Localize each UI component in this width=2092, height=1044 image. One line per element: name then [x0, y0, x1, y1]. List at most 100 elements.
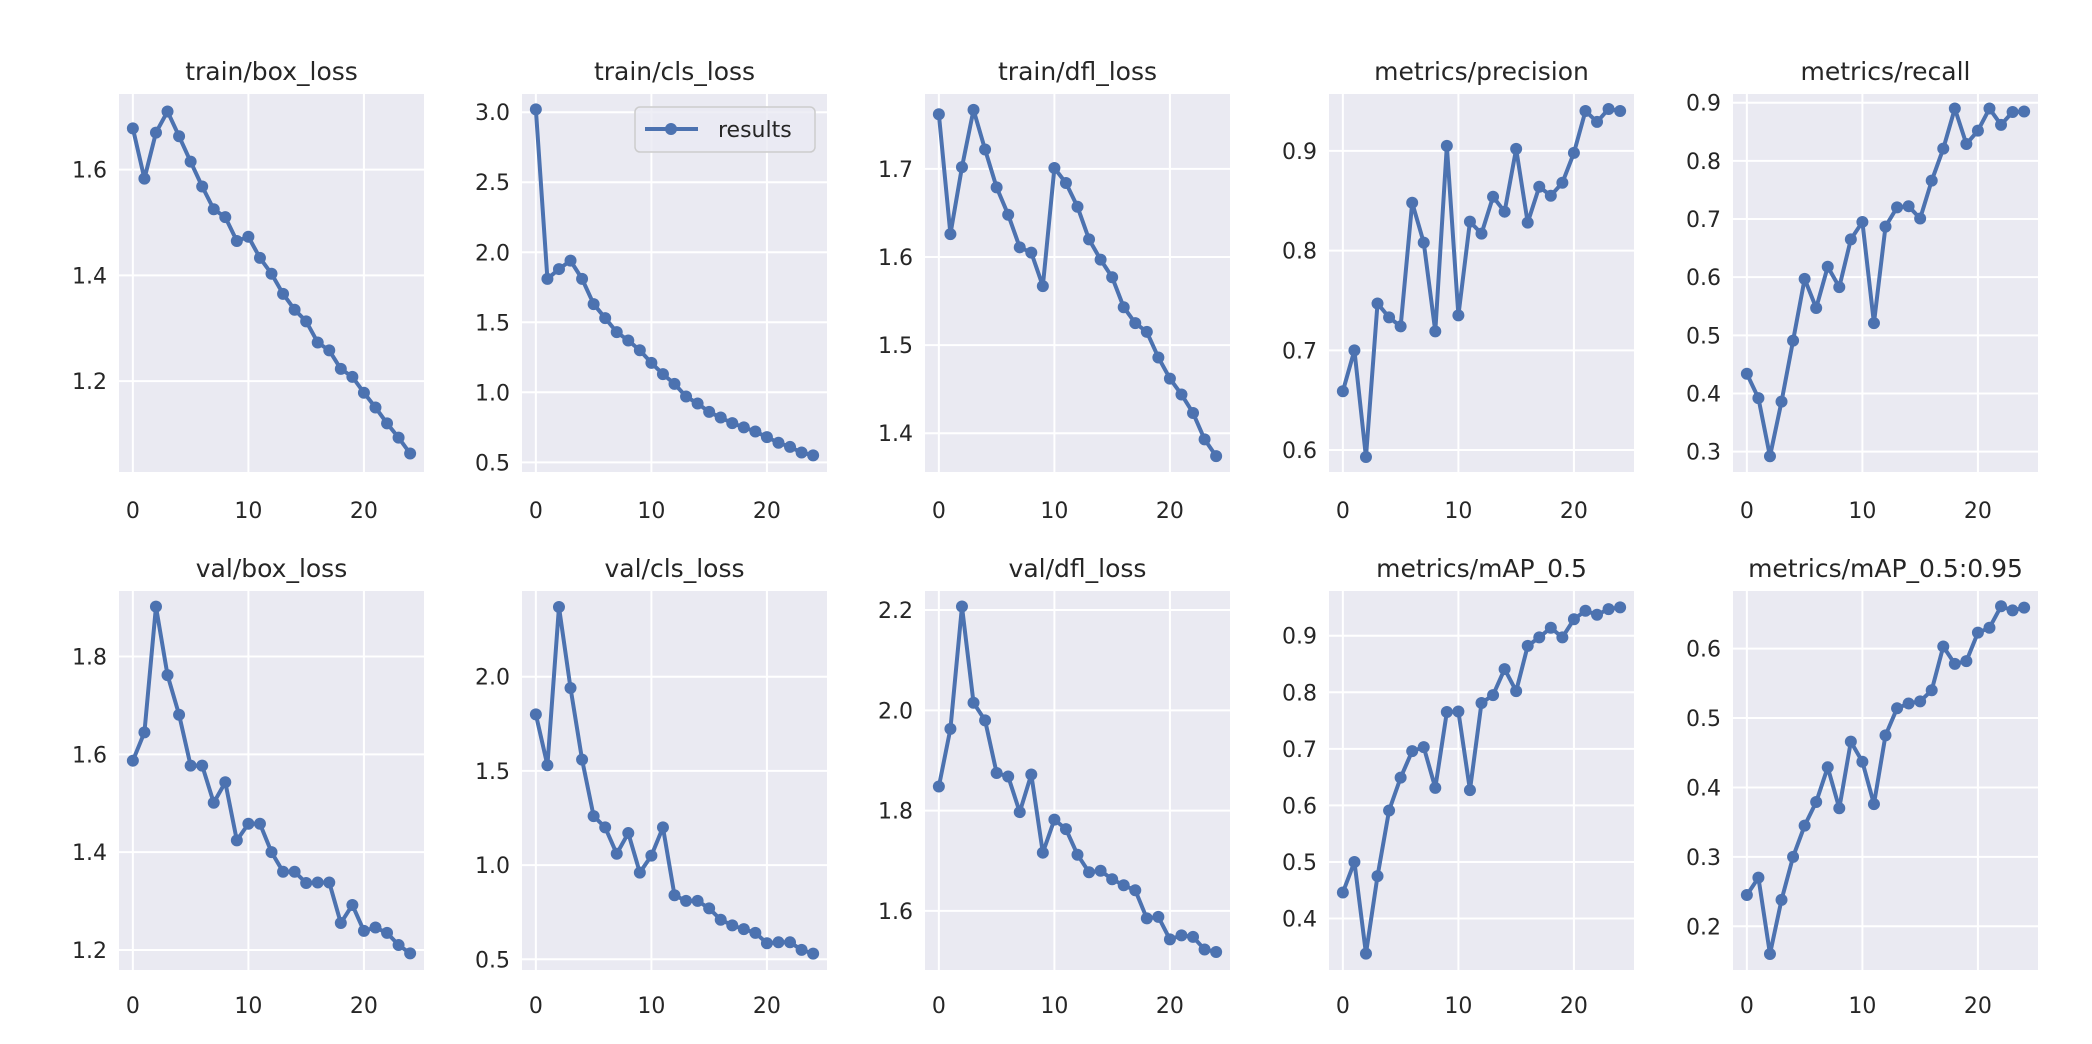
data-point — [1798, 819, 1811, 832]
legend-label: results — [718, 118, 792, 143]
data-point — [138, 172, 151, 185]
x-tick-label: 10 — [234, 994, 262, 1019]
data-point — [541, 759, 554, 772]
x-tick-label: 20 — [1156, 499, 1184, 524]
y-tick-label: 0.2 — [1686, 915, 1721, 940]
data-point — [1394, 771, 1407, 784]
data-point — [1163, 933, 1176, 946]
y-tick-label: 1.6 — [878, 900, 913, 925]
y-tick-label: 1.5 — [475, 311, 510, 336]
y-tick-label: 0.8 — [1686, 150, 1721, 175]
y-tick-label: 1.4 — [72, 264, 107, 289]
data-point — [990, 766, 1003, 779]
y-tick-label: 0.4 — [1282, 908, 1317, 933]
x-tick-label: 20 — [753, 499, 781, 524]
y-tick-label: 0.5 — [475, 451, 510, 476]
plot-area — [925, 591, 1230, 970]
data-point — [1371, 297, 1384, 310]
data-point — [1429, 781, 1442, 794]
data-point — [1995, 600, 2008, 613]
plot-area — [1329, 591, 1634, 970]
data-point — [346, 898, 359, 911]
data-point — [784, 936, 797, 949]
legend: results — [634, 106, 816, 153]
data-point — [795, 446, 808, 459]
data-point — [645, 356, 658, 369]
y-tick-label: 3.0 — [475, 101, 510, 126]
data-point — [1740, 367, 1753, 380]
data-point — [1544, 189, 1557, 202]
data-point — [1071, 200, 1084, 213]
y-tick-label: 0.6 — [1686, 638, 1721, 663]
x-tick-label: 0 — [1740, 499, 1754, 524]
y-tick-label: 2.5 — [475, 171, 510, 196]
data-point — [714, 411, 727, 424]
data-point — [346, 370, 359, 383]
data-point — [1752, 871, 1765, 884]
data-point — [1579, 604, 1592, 617]
plot-area — [522, 591, 827, 970]
data-point — [253, 251, 266, 264]
data-point — [1602, 102, 1615, 115]
data-point — [955, 600, 968, 613]
data-point — [1810, 796, 1823, 809]
data-point — [207, 796, 220, 809]
data-point — [552, 601, 565, 614]
subplot-val-dfl-loss: val/dfl_loss 0 10 20 1.6 1.8 2.0 2.2 — [878, 554, 1230, 1019]
data-point — [1198, 943, 1211, 956]
data-point — [126, 754, 139, 767]
data-point — [1983, 102, 1996, 115]
y-tick-label: 2.0 — [878, 699, 913, 724]
data-point — [1406, 196, 1419, 209]
data-point — [1902, 200, 1915, 213]
data-point — [1452, 309, 1465, 322]
data-point — [1348, 855, 1361, 868]
data-point — [944, 228, 957, 241]
data-point — [1498, 205, 1511, 218]
data-point — [207, 203, 220, 216]
data-point — [1925, 174, 1938, 187]
data-point — [990, 181, 1003, 194]
data-point — [277, 865, 290, 878]
data-point — [1602, 603, 1615, 616]
data-point — [1752, 392, 1765, 405]
data-point — [633, 344, 646, 357]
data-point — [955, 161, 968, 174]
data-point — [242, 817, 255, 830]
data-point — [564, 682, 577, 695]
data-point — [1498, 663, 1511, 676]
data-point — [1210, 945, 1223, 958]
data-point — [1948, 657, 1961, 670]
subplot-title: metrics/recall — [1800, 57, 1970, 86]
data-point — [1452, 705, 1465, 718]
plot-area — [119, 591, 424, 970]
data-point — [1533, 180, 1546, 193]
data-point — [173, 708, 186, 721]
data-point — [1417, 236, 1430, 249]
data-point — [357, 386, 370, 399]
data-point — [138, 726, 151, 739]
x-tick-label: 20 — [1560, 994, 1588, 1019]
data-point — [1013, 241, 1026, 254]
subplot-train-dfl-loss: train/dfl_loss 0 10 20 1.4 1.5 1.6 1.7 — [878, 57, 1230, 524]
data-point — [1591, 608, 1604, 621]
y-tick-label: 1.8 — [878, 800, 913, 825]
data-point — [1475, 227, 1488, 240]
data-point — [1763, 450, 1776, 463]
subplot-title: val/cls_loss — [605, 554, 745, 583]
data-point — [1175, 388, 1188, 401]
data-point — [564, 254, 577, 267]
data-point — [1948, 102, 1961, 115]
data-point — [587, 298, 600, 311]
data-point — [2006, 604, 2019, 617]
plot-area — [1733, 94, 2038, 472]
data-point — [749, 926, 762, 939]
data-point — [1844, 735, 1857, 748]
subplot-train-box-loss: train/box_loss 0 10 20 1.2 1.4 1.6 — [72, 57, 424, 524]
data-point — [1129, 884, 1142, 897]
x-tick-label: 20 — [753, 994, 781, 1019]
data-point — [1429, 325, 1442, 338]
x-tick-label: 10 — [1848, 994, 1876, 1019]
y-tick-label: 0.4 — [1686, 382, 1721, 407]
plot-area — [119, 94, 424, 472]
